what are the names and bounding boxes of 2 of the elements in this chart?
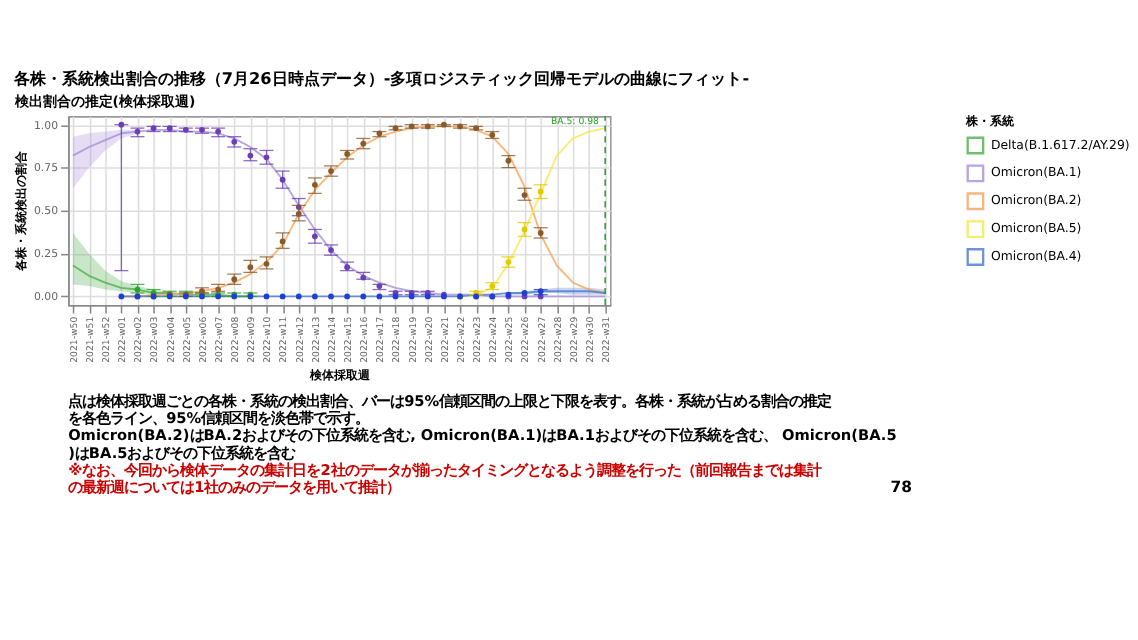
chart-title: 各株・系統検出割合の推移（7月26日時点データ）-多項ロジスティック回帰モデルの曲線にフィット- — [11, 68, 750, 89]
text: 78 — [890, 477, 912, 496]
